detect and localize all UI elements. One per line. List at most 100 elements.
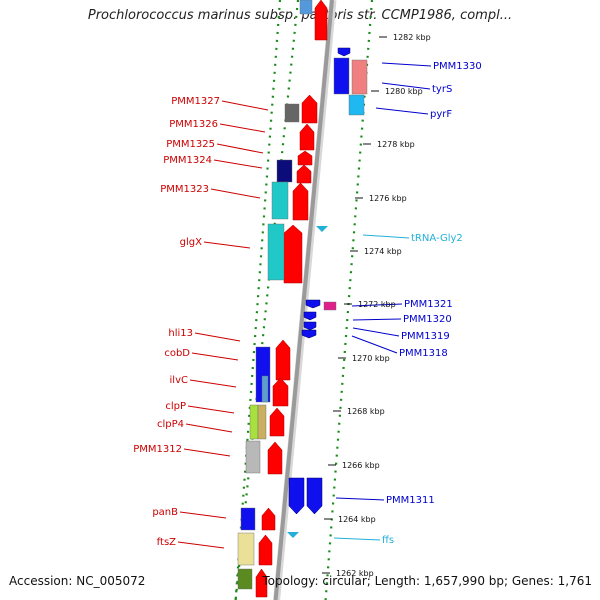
forward-gene: [292, 182, 309, 221]
left-gene-label: ftsZ: [157, 537, 176, 548]
leader-line: [221, 100, 269, 111]
gene-top: [299, 0, 313, 15]
tick-label: 1272 kbp: [358, 300, 396, 309]
forward-gene: [267, 441, 283, 475]
leader-line: [210, 188, 261, 199]
gene-PMM1319: [303, 321, 317, 331]
forward-gene: [258, 534, 273, 566]
leader-line: [189, 379, 237, 388]
leader-line: [179, 511, 227, 519]
right-gene-labels: PMM1330 tyrS pyrF tRNA-Gly2 PMM1321 PMM1320 PM…: [382, 61, 482, 546]
leader-line: [362, 234, 410, 239]
left-gene-label: PMM1312: [133, 444, 182, 455]
label-leader-lines: [177, 62, 432, 549]
left-gene-label: hli13: [168, 328, 193, 339]
gene-ffs: [287, 532, 299, 538]
gene-PMM1312: [245, 440, 261, 474]
forward-gene: [301, 94, 318, 124]
gene-clpP4: [257, 404, 267, 440]
tick-label: 1270 kbp: [352, 354, 390, 363]
right-gene-label: tRNA-Gly2: [411, 233, 463, 244]
leader-line: [381, 82, 431, 90]
leader-line: [351, 303, 403, 307]
leader-line: [333, 537, 381, 541]
leader-line: [381, 62, 432, 67]
left-gene-label: PMM1327: [171, 96, 220, 107]
leader-line: [191, 352, 239, 361]
leader-line: [177, 541, 225, 549]
reverse-gene: [337, 47, 351, 57]
gene-ftsZ: [237, 532, 255, 566]
tick-label: 1268 kbp: [347, 407, 385, 416]
gene-extra: [237, 568, 253, 590]
leader-line: [351, 335, 398, 354]
gene-PMM1324: [276, 159, 293, 183]
leader-line: [375, 107, 429, 115]
left-gene-label: clpP: [165, 401, 186, 412]
right-gene-label: tyrS: [432, 84, 452, 95]
left-gene-label: PMM1324: [163, 155, 212, 166]
gene-PMM1311-a: [288, 477, 305, 515]
left-gene-label: PMM1325: [166, 139, 215, 150]
leader-line: [183, 448, 231, 457]
tick-label: 1274 kbp: [364, 247, 402, 256]
right-gene-label: PMM1330: [433, 61, 482, 72]
gene-tRNA-Gly2: [316, 226, 328, 232]
leader-line: [219, 123, 266, 133]
gene-PMM1311-b: [306, 477, 323, 515]
leader-line: [352, 318, 402, 321]
right-gene-label: ffs: [382, 535, 394, 546]
gene-clpP: [249, 404, 259, 440]
gene-glgX: [267, 223, 285, 281]
accession-label: Accession: NC_005072: [9, 574, 146, 588]
tick-label: 1262 kbp: [336, 569, 374, 578]
genome-backbone: [273, 0, 337, 600]
tick-label: 1280 kbp: [385, 87, 423, 96]
gene-ilvC-inner: [261, 375, 269, 403]
forward-gene: [272, 377, 289, 407]
gene-PMM1323: [271, 181, 289, 220]
forward-gene: [314, 0, 328, 41]
left-gene-label: cobD: [164, 348, 190, 359]
gene-panB: [240, 507, 256, 531]
forward-gene: [283, 224, 303, 284]
leader-line: [335, 497, 385, 501]
leader-line: [185, 423, 233, 433]
tick-label: 1282 kbp: [393, 33, 431, 42]
kbp-tick-labels: 1282 kbp 1280 kbp 1278 kbp 1276 kbp 1274 kbp…: [322, 33, 431, 578]
tick-label: 1264 kbp: [338, 515, 376, 524]
forward-gene: [275, 339, 291, 381]
gene-pyrF: [348, 94, 365, 116]
right-gene-label: PMM1319: [401, 331, 450, 342]
right-gene-label: PMM1321: [404, 299, 453, 310]
right-gene-label: PMM1320: [403, 314, 452, 325]
left-gene-labels: PMM1327 PMM1326 PMM1325 PMM1324 PMM1323 glgX h…: [133, 96, 220, 548]
gene-tracks: [237, 0, 368, 598]
map-title: Prochlorococcus marinus subsp. pastoris …: [87, 8, 513, 23]
right-gene-label: PMM1311: [386, 495, 435, 506]
left-gene-label: glgX: [180, 237, 202, 248]
leader-line: [187, 405, 235, 414]
right-gene-label: pyrF: [430, 109, 452, 120]
left-gene-label: ilvC: [170, 375, 188, 386]
right-gene-label: PMM1318: [399, 348, 448, 359]
gene-PMM1327: [284, 103, 300, 123]
tick-label: 1276 kbp: [369, 194, 407, 203]
leader-line: [216, 143, 264, 154]
gene-PMM1318: [301, 329, 317, 339]
gene-PMM1320: [303, 311, 317, 321]
leader-line: [213, 159, 263, 169]
left-gene-label: PMM1326: [169, 119, 218, 130]
forward-gene: [261, 507, 276, 531]
leader-line: [194, 332, 241, 342]
gene-tyrS: [351, 59, 368, 95]
left-gene-label: panB: [152, 507, 178, 518]
leader-line: [352, 327, 400, 337]
gene-PMM1330: [333, 57, 350, 95]
tick-label: 1278 kbp: [377, 140, 415, 149]
left-gene-label: PMM1323: [160, 184, 209, 195]
gene-magenta: [323, 301, 337, 311]
forward-gene: [297, 150, 313, 166]
topology-label: Topology: circular; Length: 1,657,990 bp…: [262, 574, 592, 588]
